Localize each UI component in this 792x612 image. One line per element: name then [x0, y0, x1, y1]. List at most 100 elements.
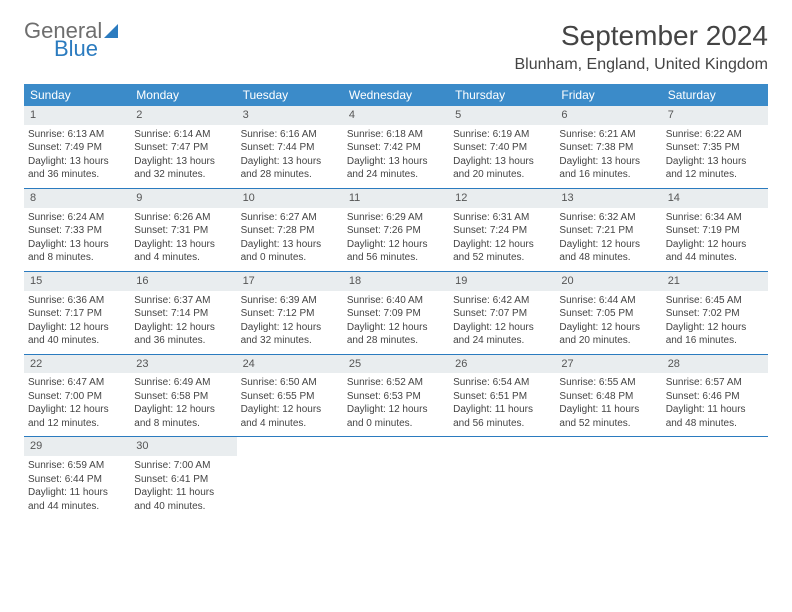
daylight-text: Daylight: 12 hours and 52 minutes.: [453, 238, 551, 265]
day-number: 10: [237, 188, 343, 207]
sunset-text: Sunset: 7:28 PM: [241, 224, 339, 238]
weekday-header: Friday: [555, 84, 661, 106]
day-number: 19: [449, 271, 555, 290]
day-cell: Sunrise: 6:19 AMSunset: 7:40 PMDaylight:…: [449, 125, 555, 189]
daylight-text: Daylight: 11 hours and 40 minutes.: [134, 486, 232, 513]
daylight-text: Daylight: 12 hours and 24 minutes.: [453, 321, 551, 348]
day-cell: Sunrise: 6:14 AMSunset: 7:47 PMDaylight:…: [130, 125, 236, 189]
daylight-text: Daylight: 13 hours and 20 minutes.: [453, 155, 551, 182]
day-cell: Sunrise: 6:29 AMSunset: 7:26 PMDaylight:…: [343, 208, 449, 272]
sunrise-text: Sunrise: 7:00 AM: [134, 459, 232, 473]
day-number: 2: [130, 106, 236, 125]
sunrise-text: Sunrise: 6:21 AM: [559, 128, 657, 142]
day-cell: Sunrise: 6:39 AMSunset: 7:12 PMDaylight:…: [237, 291, 343, 355]
daylight-text: Daylight: 12 hours and 40 minutes.: [28, 321, 126, 348]
daylight-text: Daylight: 12 hours and 56 minutes.: [347, 238, 445, 265]
day-cell: Sunrise: 6:40 AMSunset: 7:09 PMDaylight:…: [343, 291, 449, 355]
sunset-text: Sunset: 7:33 PM: [28, 224, 126, 238]
sunset-text: Sunset: 7:38 PM: [559, 141, 657, 155]
day-cell: [237, 456, 343, 519]
day-cell: Sunrise: 6:21 AMSunset: 7:38 PMDaylight:…: [555, 125, 661, 189]
sunset-text: Sunset: 7:14 PM: [134, 307, 232, 321]
day-cell: Sunrise: 6:44 AMSunset: 7:05 PMDaylight:…: [555, 291, 661, 355]
day-cell: Sunrise: 6:37 AMSunset: 7:14 PMDaylight:…: [130, 291, 236, 355]
sunrise-text: Sunrise: 6:24 AM: [28, 211, 126, 225]
day-content-row: Sunrise: 6:36 AMSunset: 7:17 PMDaylight:…: [24, 291, 768, 355]
weekday-header: Sunday: [24, 84, 130, 106]
weekday-header: Monday: [130, 84, 236, 106]
day-cell: [449, 456, 555, 519]
sunrise-text: Sunrise: 6:22 AM: [666, 128, 764, 142]
sunrise-text: Sunrise: 6:37 AM: [134, 294, 232, 308]
day-cell: Sunrise: 6:49 AMSunset: 6:58 PMDaylight:…: [130, 373, 236, 437]
sunset-text: Sunset: 7:49 PM: [28, 141, 126, 155]
day-number: 22: [24, 354, 130, 373]
day-number: 3: [237, 106, 343, 125]
sunset-text: Sunset: 7:44 PM: [241, 141, 339, 155]
day-number-row: 22232425262728: [24, 354, 768, 373]
day-cell: Sunrise: 6:57 AMSunset: 6:46 PMDaylight:…: [662, 373, 768, 437]
day-number: [662, 437, 768, 456]
sunset-text: Sunset: 6:48 PM: [559, 390, 657, 404]
day-cell: [662, 456, 768, 519]
day-number: 17: [237, 271, 343, 290]
sunrise-text: Sunrise: 6:42 AM: [453, 294, 551, 308]
day-cell: Sunrise: 6:34 AMSunset: 7:19 PMDaylight:…: [662, 208, 768, 272]
logo-text-2: Blue: [54, 38, 118, 60]
sunset-text: Sunset: 7:40 PM: [453, 141, 551, 155]
calendar-table: Sunday Monday Tuesday Wednesday Thursday…: [24, 84, 768, 519]
sunset-text: Sunset: 7:19 PM: [666, 224, 764, 238]
day-number: 1: [24, 106, 130, 125]
sunset-text: Sunset: 7:09 PM: [347, 307, 445, 321]
sunset-text: Sunset: 6:46 PM: [666, 390, 764, 404]
day-number: 26: [449, 354, 555, 373]
sunrise-text: Sunrise: 6:29 AM: [347, 211, 445, 225]
day-number: 4: [343, 106, 449, 125]
day-number: 12: [449, 188, 555, 207]
day-number: 25: [343, 354, 449, 373]
daylight-text: Daylight: 13 hours and 12 minutes.: [666, 155, 764, 182]
sunset-text: Sunset: 7:31 PM: [134, 224, 232, 238]
sunrise-text: Sunrise: 6:31 AM: [453, 211, 551, 225]
daylight-text: Daylight: 12 hours and 16 minutes.: [666, 321, 764, 348]
day-number: 16: [130, 271, 236, 290]
weekday-header: Saturday: [662, 84, 768, 106]
sunset-text: Sunset: 7:05 PM: [559, 307, 657, 321]
day-number-row: 891011121314: [24, 188, 768, 207]
day-cell: Sunrise: 6:31 AMSunset: 7:24 PMDaylight:…: [449, 208, 555, 272]
sunset-text: Sunset: 6:41 PM: [134, 473, 232, 487]
daylight-text: Daylight: 12 hours and 20 minutes.: [559, 321, 657, 348]
day-number: 15: [24, 271, 130, 290]
day-number: 27: [555, 354, 661, 373]
sunset-text: Sunset: 7:42 PM: [347, 141, 445, 155]
day-cell: Sunrise: 6:55 AMSunset: 6:48 PMDaylight:…: [555, 373, 661, 437]
logo-triangle-icon: [104, 24, 118, 38]
sunrise-text: Sunrise: 6:16 AM: [241, 128, 339, 142]
daylight-text: Daylight: 12 hours and 8 minutes.: [134, 403, 232, 430]
sunrise-text: Sunrise: 6:44 AM: [559, 294, 657, 308]
sunset-text: Sunset: 6:58 PM: [134, 390, 232, 404]
sunset-text: Sunset: 6:51 PM: [453, 390, 551, 404]
daylight-text: Daylight: 12 hours and 0 minutes.: [347, 403, 445, 430]
daylight-text: Daylight: 11 hours and 56 minutes.: [453, 403, 551, 430]
sunrise-text: Sunrise: 6:50 AM: [241, 376, 339, 390]
daylight-text: Daylight: 12 hours and 48 minutes.: [559, 238, 657, 265]
day-number: 28: [662, 354, 768, 373]
day-cell: [555, 456, 661, 519]
sunrise-text: Sunrise: 6:32 AM: [559, 211, 657, 225]
day-number: 20: [555, 271, 661, 290]
sunset-text: Sunset: 7:47 PM: [134, 141, 232, 155]
logo: General Blue: [24, 20, 118, 60]
day-number: [449, 437, 555, 456]
day-cell: Sunrise: 6:32 AMSunset: 7:21 PMDaylight:…: [555, 208, 661, 272]
day-cell: [343, 456, 449, 519]
sunrise-text: Sunrise: 6:55 AM: [559, 376, 657, 390]
day-number: 14: [662, 188, 768, 207]
day-cell: Sunrise: 6:24 AMSunset: 7:33 PMDaylight:…: [24, 208, 130, 272]
day-cell: Sunrise: 6:47 AMSunset: 7:00 PMDaylight:…: [24, 373, 130, 437]
day-number: 13: [555, 188, 661, 207]
day-number: 29: [24, 437, 130, 456]
day-cell: Sunrise: 6:45 AMSunset: 7:02 PMDaylight:…: [662, 291, 768, 355]
daylight-text: Daylight: 12 hours and 4 minutes.: [241, 403, 339, 430]
day-cell: Sunrise: 6:18 AMSunset: 7:42 PMDaylight:…: [343, 125, 449, 189]
